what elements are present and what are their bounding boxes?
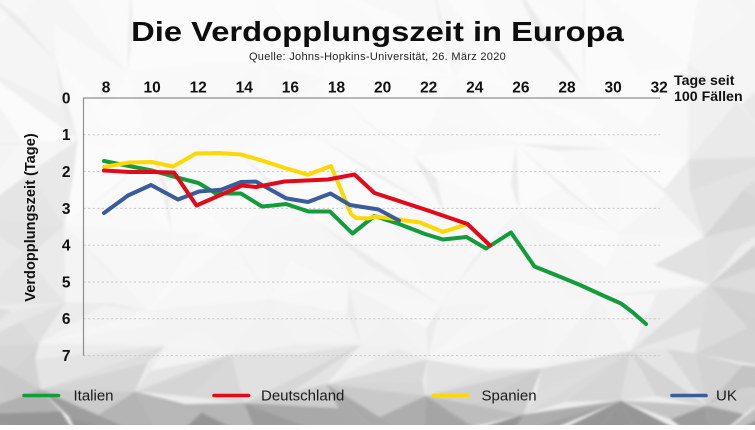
svg-text:8: 8 xyxy=(102,80,111,97)
svg-text:24: 24 xyxy=(466,80,484,97)
svg-text:5: 5 xyxy=(62,274,71,291)
svg-text:20: 20 xyxy=(374,80,391,97)
svg-text:30: 30 xyxy=(604,80,621,97)
svg-text:1: 1 xyxy=(62,127,71,144)
svg-text:14: 14 xyxy=(236,80,254,97)
svg-text:10: 10 xyxy=(143,80,160,97)
svg-text:0: 0 xyxy=(62,90,71,107)
svg-text:18: 18 xyxy=(328,80,346,97)
svg-text:12: 12 xyxy=(190,80,207,97)
svg-text:UK: UK xyxy=(716,388,737,405)
svg-text:4: 4 xyxy=(62,238,71,255)
svg-text:3: 3 xyxy=(62,201,71,218)
svg-text:6: 6 xyxy=(62,311,71,328)
svg-text:26: 26 xyxy=(512,80,530,97)
svg-text:100 Fällen: 100 Fällen xyxy=(674,89,743,105)
svg-text:28: 28 xyxy=(558,80,576,97)
svg-text:16: 16 xyxy=(282,80,300,97)
svg-text:Italien: Italien xyxy=(74,388,114,405)
svg-text:Spanien: Spanien xyxy=(482,388,537,405)
svg-text:2: 2 xyxy=(62,164,71,181)
svg-text:7: 7 xyxy=(62,348,71,365)
svg-text:Deutschland: Deutschland xyxy=(261,388,344,405)
svg-text:Verdopplungszeit (Tage): Verdopplungszeit (Tage) xyxy=(23,133,39,302)
svg-text:Tage seit: Tage seit xyxy=(674,73,735,89)
svg-text:Quelle: Johns-Hopkins-Universi: Quelle: Johns-Hopkins-Universität, 26. M… xyxy=(249,51,506,63)
svg-text:Die Verdopplungszeit in Europa: Die Verdopplungszeit in Europa xyxy=(131,17,624,47)
svg-text:22: 22 xyxy=(420,80,437,97)
svg-text:32: 32 xyxy=(651,80,668,97)
